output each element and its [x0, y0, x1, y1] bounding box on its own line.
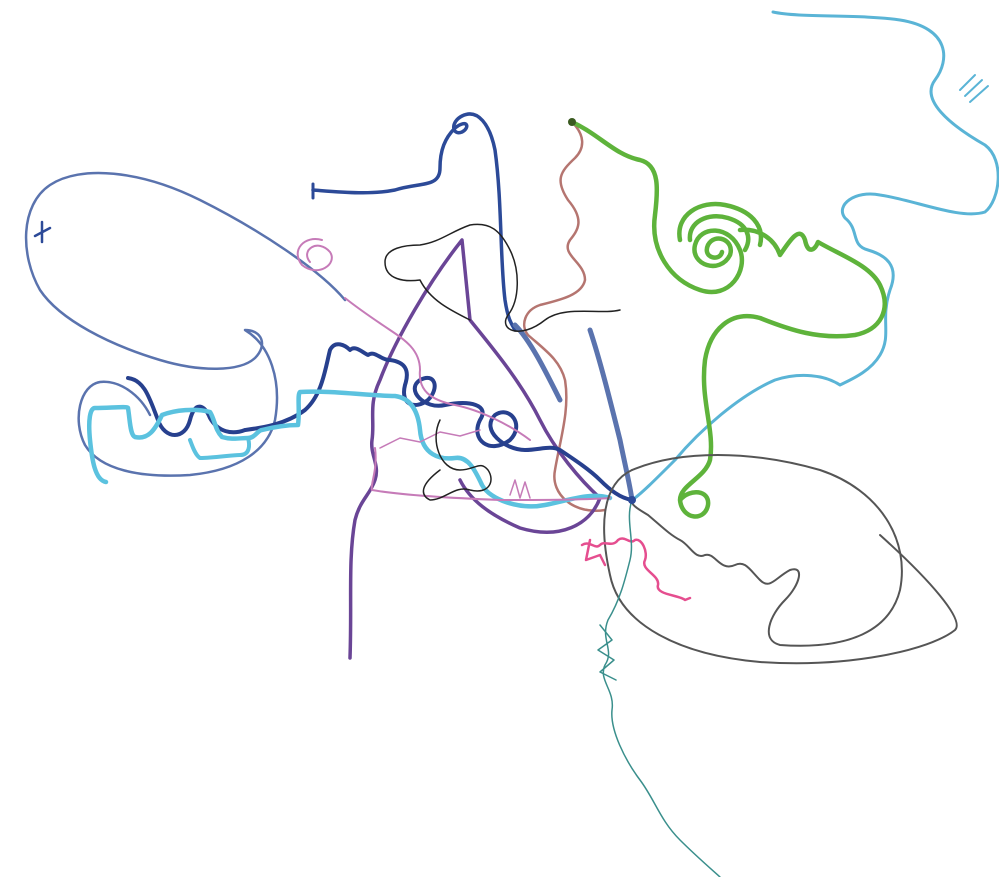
- slate-cross-icon: [33, 220, 52, 244]
- teal-tail-stroke: [602, 499, 721, 877]
- pink-swirl-stroke: [296, 238, 611, 501]
- green-dot-icon: [568, 118, 576, 126]
- navy-coil-stroke: [126, 342, 634, 502]
- green-spiral-stroke: [569, 119, 887, 519]
- purple-triangle-stroke: [348, 238, 602, 660]
- cyan-step-stroke: [86, 389, 613, 509]
- lightblue-hatch-stroke: [959, 74, 989, 103]
- gray-ellipse-stroke: [630, 454, 903, 647]
- hub-dot-icon: [628, 496, 636, 504]
- slate-loop-stroke: [24, 171, 347, 477]
- teal-zigzag-stroke: [597, 624, 617, 681]
- navy-hook-stroke: [311, 112, 517, 332]
- pink-zigzag-stroke: [379, 429, 531, 499]
- green-spiral-inner: [677, 201, 764, 253]
- black-scribble-stroke: [384, 223, 621, 501]
- brown-wave-stroke: [523, 120, 607, 513]
- gray-ellipse-outer: [603, 469, 958, 665]
- slate-wave-stroke: [512, 322, 635, 503]
- lightblue-border-stroke: [630, 10, 999, 502]
- magenta-squiggle-stroke: [580, 537, 692, 602]
- cyan-step-lower: [188, 436, 251, 460]
